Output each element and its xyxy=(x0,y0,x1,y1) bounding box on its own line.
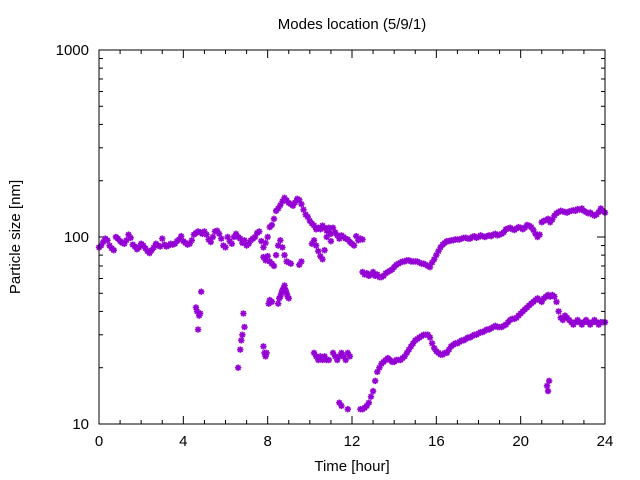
data-point xyxy=(240,310,247,317)
data-point xyxy=(159,235,166,242)
data-point xyxy=(287,260,295,267)
data-point xyxy=(228,240,236,247)
data-point xyxy=(277,237,284,244)
data-point xyxy=(215,230,223,238)
y-axis-label: Particle size [nm] xyxy=(7,180,24,294)
data-point xyxy=(344,405,351,413)
data-point xyxy=(270,215,278,223)
data-point xyxy=(338,402,345,410)
data-point xyxy=(321,246,328,254)
data-point xyxy=(218,235,225,242)
data-points xyxy=(95,194,609,413)
data-point xyxy=(544,387,552,395)
data-point xyxy=(198,288,205,295)
data-point xyxy=(222,244,229,251)
data-point xyxy=(239,331,246,338)
x-tick-label: 4 xyxy=(179,433,187,450)
data-point xyxy=(325,356,333,364)
y-tick-label: 10 xyxy=(72,416,89,433)
data-point xyxy=(327,237,335,245)
data-point xyxy=(207,238,214,246)
data-point xyxy=(281,251,288,259)
chart-title: Modes location (5/9/1) xyxy=(278,16,426,33)
data-point xyxy=(262,239,269,247)
axis-ticks: 0 4 8 12 16 20 24 10 100 1000 xyxy=(56,42,614,450)
data-point xyxy=(279,244,286,251)
data-point xyxy=(203,231,210,238)
y-tick-label: 1000 xyxy=(56,42,89,59)
data-point xyxy=(241,323,248,331)
data-point xyxy=(127,234,134,242)
data-point xyxy=(298,200,305,208)
data-point xyxy=(178,232,185,240)
data-point xyxy=(197,310,204,317)
data-point xyxy=(298,258,305,265)
data-point xyxy=(553,298,560,306)
data-point xyxy=(268,298,276,306)
data-point xyxy=(285,295,292,302)
data-point xyxy=(209,233,217,241)
data-point xyxy=(365,399,373,406)
data-point xyxy=(104,237,111,244)
data-point xyxy=(319,256,326,263)
data-point xyxy=(310,237,318,244)
data-point xyxy=(315,247,322,255)
data-point xyxy=(188,237,195,244)
data-point xyxy=(359,236,366,243)
data-point xyxy=(300,206,307,213)
data-point xyxy=(342,356,349,364)
data-point xyxy=(256,228,263,235)
data-point xyxy=(543,382,551,390)
data-point xyxy=(545,377,553,385)
data-point xyxy=(350,242,358,249)
data-point xyxy=(346,353,354,360)
data-point xyxy=(426,334,434,341)
data-point xyxy=(443,349,451,357)
data-point xyxy=(551,293,558,300)
data-point xyxy=(268,221,276,229)
data-point xyxy=(264,233,271,241)
data-point xyxy=(263,349,270,357)
x-tick-label: 8 xyxy=(263,433,271,450)
data-point xyxy=(238,337,245,344)
data-point xyxy=(270,262,278,270)
data-point xyxy=(555,308,562,315)
data-point xyxy=(367,393,375,400)
data-point xyxy=(323,233,330,241)
data-point xyxy=(312,242,320,249)
data-point xyxy=(264,252,271,260)
y-tick-label: 100 xyxy=(64,229,89,246)
x-axis-label: Time [hour] xyxy=(314,458,389,475)
data-point xyxy=(260,343,267,350)
data-point xyxy=(536,231,543,238)
data-point xyxy=(369,387,377,395)
x-tick-label: 20 xyxy=(512,433,529,450)
data-point xyxy=(237,346,244,353)
data-point xyxy=(110,246,117,254)
data-point xyxy=(194,326,202,333)
x-tick-label: 12 xyxy=(344,433,361,450)
data-point xyxy=(272,251,280,259)
plot-frame xyxy=(98,49,606,425)
data-point xyxy=(325,224,333,231)
x-tick-label: 0 xyxy=(95,433,103,450)
x-tick-label: 24 xyxy=(597,433,614,450)
x-tick-label: 16 xyxy=(428,433,445,450)
data-point xyxy=(234,364,242,371)
data-point xyxy=(371,377,379,385)
data-point xyxy=(275,300,282,307)
